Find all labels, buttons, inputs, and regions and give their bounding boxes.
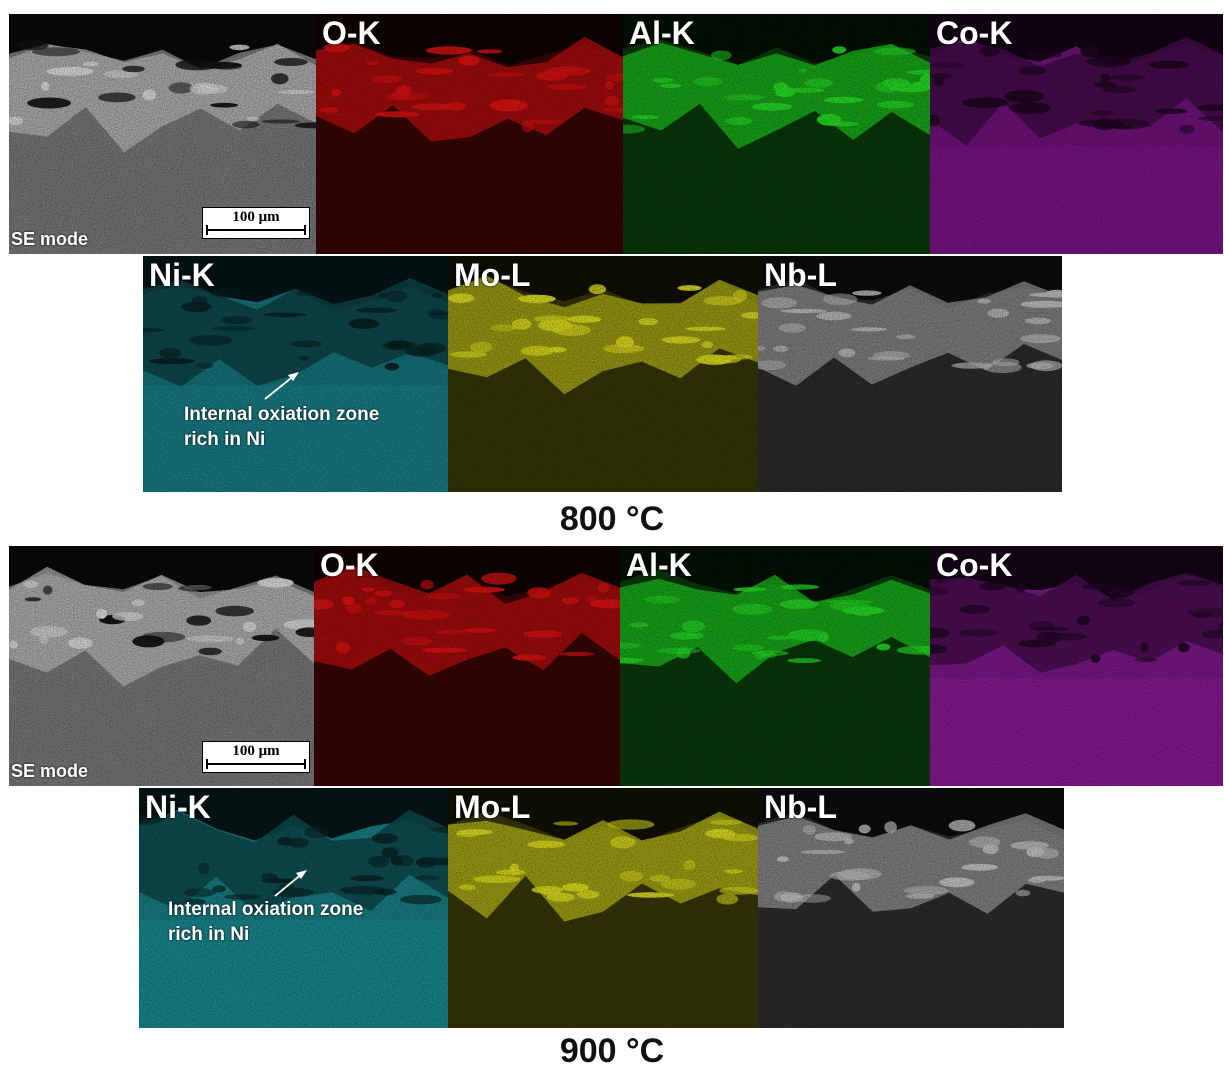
- map-co-800: Co-K: [930, 14, 1223, 254]
- annotation-line2-800: rich in Ni: [184, 429, 266, 450]
- map-texture: [143, 256, 448, 492]
- map-nb-900: Nb-L: [758, 788, 1064, 1028]
- annotation-900: Internal oxiation zone rich in Ni: [168, 897, 363, 947]
- map-o-900: O-K: [314, 546, 620, 786]
- label-mo-800: Mo-L: [454, 257, 531, 293]
- scale-bar-800: 100 μm: [202, 207, 310, 239]
- label-al-900: Al-K: [626, 547, 692, 583]
- label-co-900: Co-K: [936, 547, 1013, 583]
- label-co-800: Co-K: [936, 15, 1013, 51]
- map-texture: [620, 546, 930, 786]
- se-mode-label-800: SE mode: [11, 229, 89, 249]
- label-al-800: Al-K: [629, 15, 695, 51]
- annotation-line1-900: Internal oxiation zone: [168, 899, 364, 920]
- map-texture: [623, 14, 930, 254]
- se-image-800: SE mode 100 μm: [9, 14, 316, 254]
- map-co-900: Co-K: [930, 546, 1223, 786]
- annotation-800: Internal oxiation zone rich in Ni: [184, 402, 379, 452]
- map-nb-800: Nb-L: [758, 256, 1062, 492]
- annotation-line1-800: Internal oxiation zone: [184, 404, 380, 425]
- se-image-900: SE mode 100 μm: [9, 546, 314, 786]
- scale-bar-text-900: 100 μm: [232, 743, 280, 759]
- annotation-line2-900: rich in Ni: [168, 924, 250, 945]
- label-nb-800: Nb-L: [764, 257, 837, 293]
- map-texture: [9, 14, 316, 254]
- map-texture: [139, 788, 448, 1028]
- map-texture: [448, 256, 758, 492]
- map-texture: [758, 788, 1064, 1028]
- label-o-800: O-K: [322, 15, 381, 51]
- map-mo-900: Mo-L: [448, 788, 758, 1028]
- se-mode-label-900: SE mode: [11, 761, 89, 781]
- temperature-label-900: 900 °C: [559, 1032, 665, 1070]
- map-texture: [930, 546, 1223, 786]
- map-al-900: Al-K: [620, 546, 930, 786]
- map-texture: [448, 788, 758, 1028]
- map-ni-900: Ni-K Internal oxiation zone rich in Ni: [139, 788, 448, 1028]
- map-texture: [316, 14, 623, 254]
- scale-bar-text-800: 100 μm: [232, 209, 280, 225]
- map-ni-800: Ni-K Internal oxiation zone rich in Ni: [143, 256, 448, 492]
- map-texture: [758, 256, 1062, 492]
- map-mo-800: Mo-L: [448, 256, 758, 492]
- label-mo-900: Mo-L: [454, 789, 531, 825]
- map-o-800: O-K: [316, 14, 623, 254]
- label-ni-800: Ni-K: [149, 257, 215, 293]
- map-texture: [930, 14, 1223, 254]
- label-ni-900: Ni-K: [145, 789, 211, 825]
- temperature-label-800: 800 °C: [559, 500, 665, 538]
- map-texture: [9, 546, 314, 786]
- map-al-800: Al-K: [623, 14, 930, 254]
- map-texture: [314, 546, 620, 786]
- label-nb-900: Nb-L: [764, 789, 837, 825]
- arrow-900: [274, 870, 307, 897]
- label-o-900: O-K: [320, 547, 379, 583]
- scale-bar-900: 100 μm: [202, 741, 310, 773]
- arrow-800: [264, 372, 299, 400]
